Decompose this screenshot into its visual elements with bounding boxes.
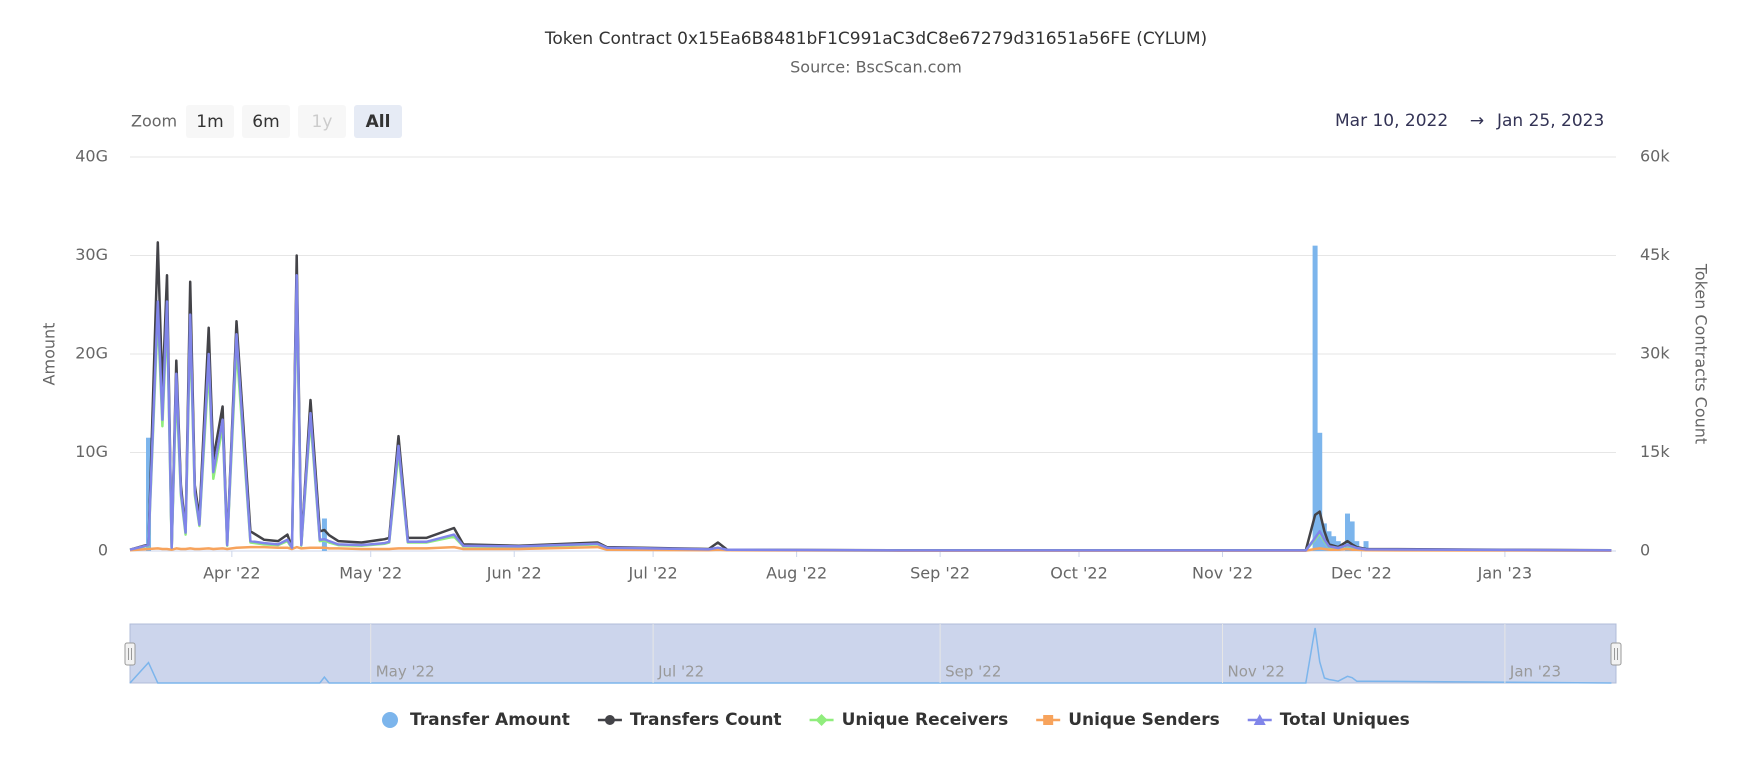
legend-label: Unique Receivers <box>842 710 1009 730</box>
y-tick-label: 30G <box>75 245 108 264</box>
legend-item[interactable]: Unique Senders <box>1036 710 1220 730</box>
x-tick-label: Aug '22 <box>766 564 827 583</box>
column <box>321 518 327 551</box>
y-tick-label: 20G <box>75 344 108 363</box>
zoom-button <box>298 105 346 138</box>
x-tick-label: Nov '22 <box>1192 564 1253 583</box>
column <box>1331 536 1337 551</box>
y-tick-label: 10G <box>75 442 108 461</box>
y2-tick-label: 30k <box>1640 344 1670 363</box>
line-series <box>129 273 1612 552</box>
legend-label: Transfers Count <box>630 710 782 730</box>
column <box>146 437 152 551</box>
column <box>1349 521 1355 551</box>
legend-marker <box>604 715 615 725</box>
legend-marker <box>1043 715 1054 725</box>
y-tick-label: 40G <box>75 147 108 166</box>
legend-symbol <box>382 712 398 728</box>
x-tick-label: Sep '22 <box>910 564 970 583</box>
y2-axis-title: Token Contracts Count <box>1692 263 1711 444</box>
zoom-button[interactable] <box>186 105 234 138</box>
line-series <box>129 241 1612 552</box>
navigator-label: May '22 <box>376 663 435 681</box>
line-series <box>129 287 1612 552</box>
line-series <box>129 545 1612 552</box>
x-tick-label: Jul '22 <box>628 564 678 583</box>
range-to[interactable]: Jan 25, 2023 <box>1496 111 1604 131</box>
navigator-label: Jul '22 <box>657 663 704 681</box>
legend-item[interactable]: Total Uniques <box>1247 710 1410 730</box>
zoom-button-label[interactable]: 6m <box>252 112 279 132</box>
range-arrow: → <box>1470 111 1484 131</box>
navigator-handle[interactable] <box>1610 642 1622 666</box>
navigator-series <box>129 627 1612 684</box>
zoom-button-label[interactable]: All <box>366 112 391 132</box>
y2-tick-label: 60k <box>1640 147 1670 166</box>
zoom-label: Zoom <box>131 112 177 131</box>
zoom-button-label[interactable]: 1m <box>196 112 223 132</box>
navigator-label: Jan '23 <box>1509 663 1561 681</box>
x-tick-label: Jun '22 <box>486 564 542 583</box>
navigator-handle[interactable] <box>124 642 136 666</box>
x-tick-label: May '22 <box>339 564 402 583</box>
y-axis-title: Amount <box>40 323 59 386</box>
navigator-label: Nov '22 <box>1228 663 1285 681</box>
navigator-bg <box>129 623 1617 684</box>
legend-marker <box>1253 714 1266 725</box>
column <box>1317 432 1323 551</box>
legend-item[interactable]: Transfer Amount <box>382 710 570 730</box>
zoom-button-label: 1y <box>312 112 333 132</box>
x-tick-label: Dec '22 <box>1331 564 1392 583</box>
zoom-button[interactable] <box>354 105 402 138</box>
column <box>1312 245 1318 551</box>
legend-item[interactable]: Transfers Count <box>597 710 782 730</box>
chart-subtitle: Source: BscScan.com <box>790 58 962 77</box>
legend-item[interactable]: Unique Receivers <box>809 710 1009 730</box>
x-tick-label: Oct '22 <box>1050 564 1108 583</box>
column <box>1363 541 1369 551</box>
y2-tick-label: 45k <box>1640 245 1670 264</box>
legend-label: Transfer Amount <box>410 710 570 730</box>
column <box>1345 513 1351 551</box>
chart-title: Token Contract 0x15Ea6B8481bF1C991aC3dC8… <box>544 29 1207 49</box>
x-tick-label: Jan '23 <box>1477 564 1533 583</box>
legend-label: Unique Senders <box>1068 710 1220 730</box>
y2-tick-label: 15k <box>1640 442 1670 461</box>
y-tick-label: 0 <box>98 541 108 560</box>
legend-marker <box>815 714 828 726</box>
x-tick-label: Apr '22 <box>203 564 261 583</box>
range-from[interactable]: Mar 10, 2022 <box>1335 111 1448 131</box>
legend-label: Total Uniques <box>1280 710 1410 730</box>
navigator-label: Sep '22 <box>945 663 1001 681</box>
zoom-button[interactable] <box>242 105 290 138</box>
y2-tick-label: 0 <box>1640 541 1650 560</box>
